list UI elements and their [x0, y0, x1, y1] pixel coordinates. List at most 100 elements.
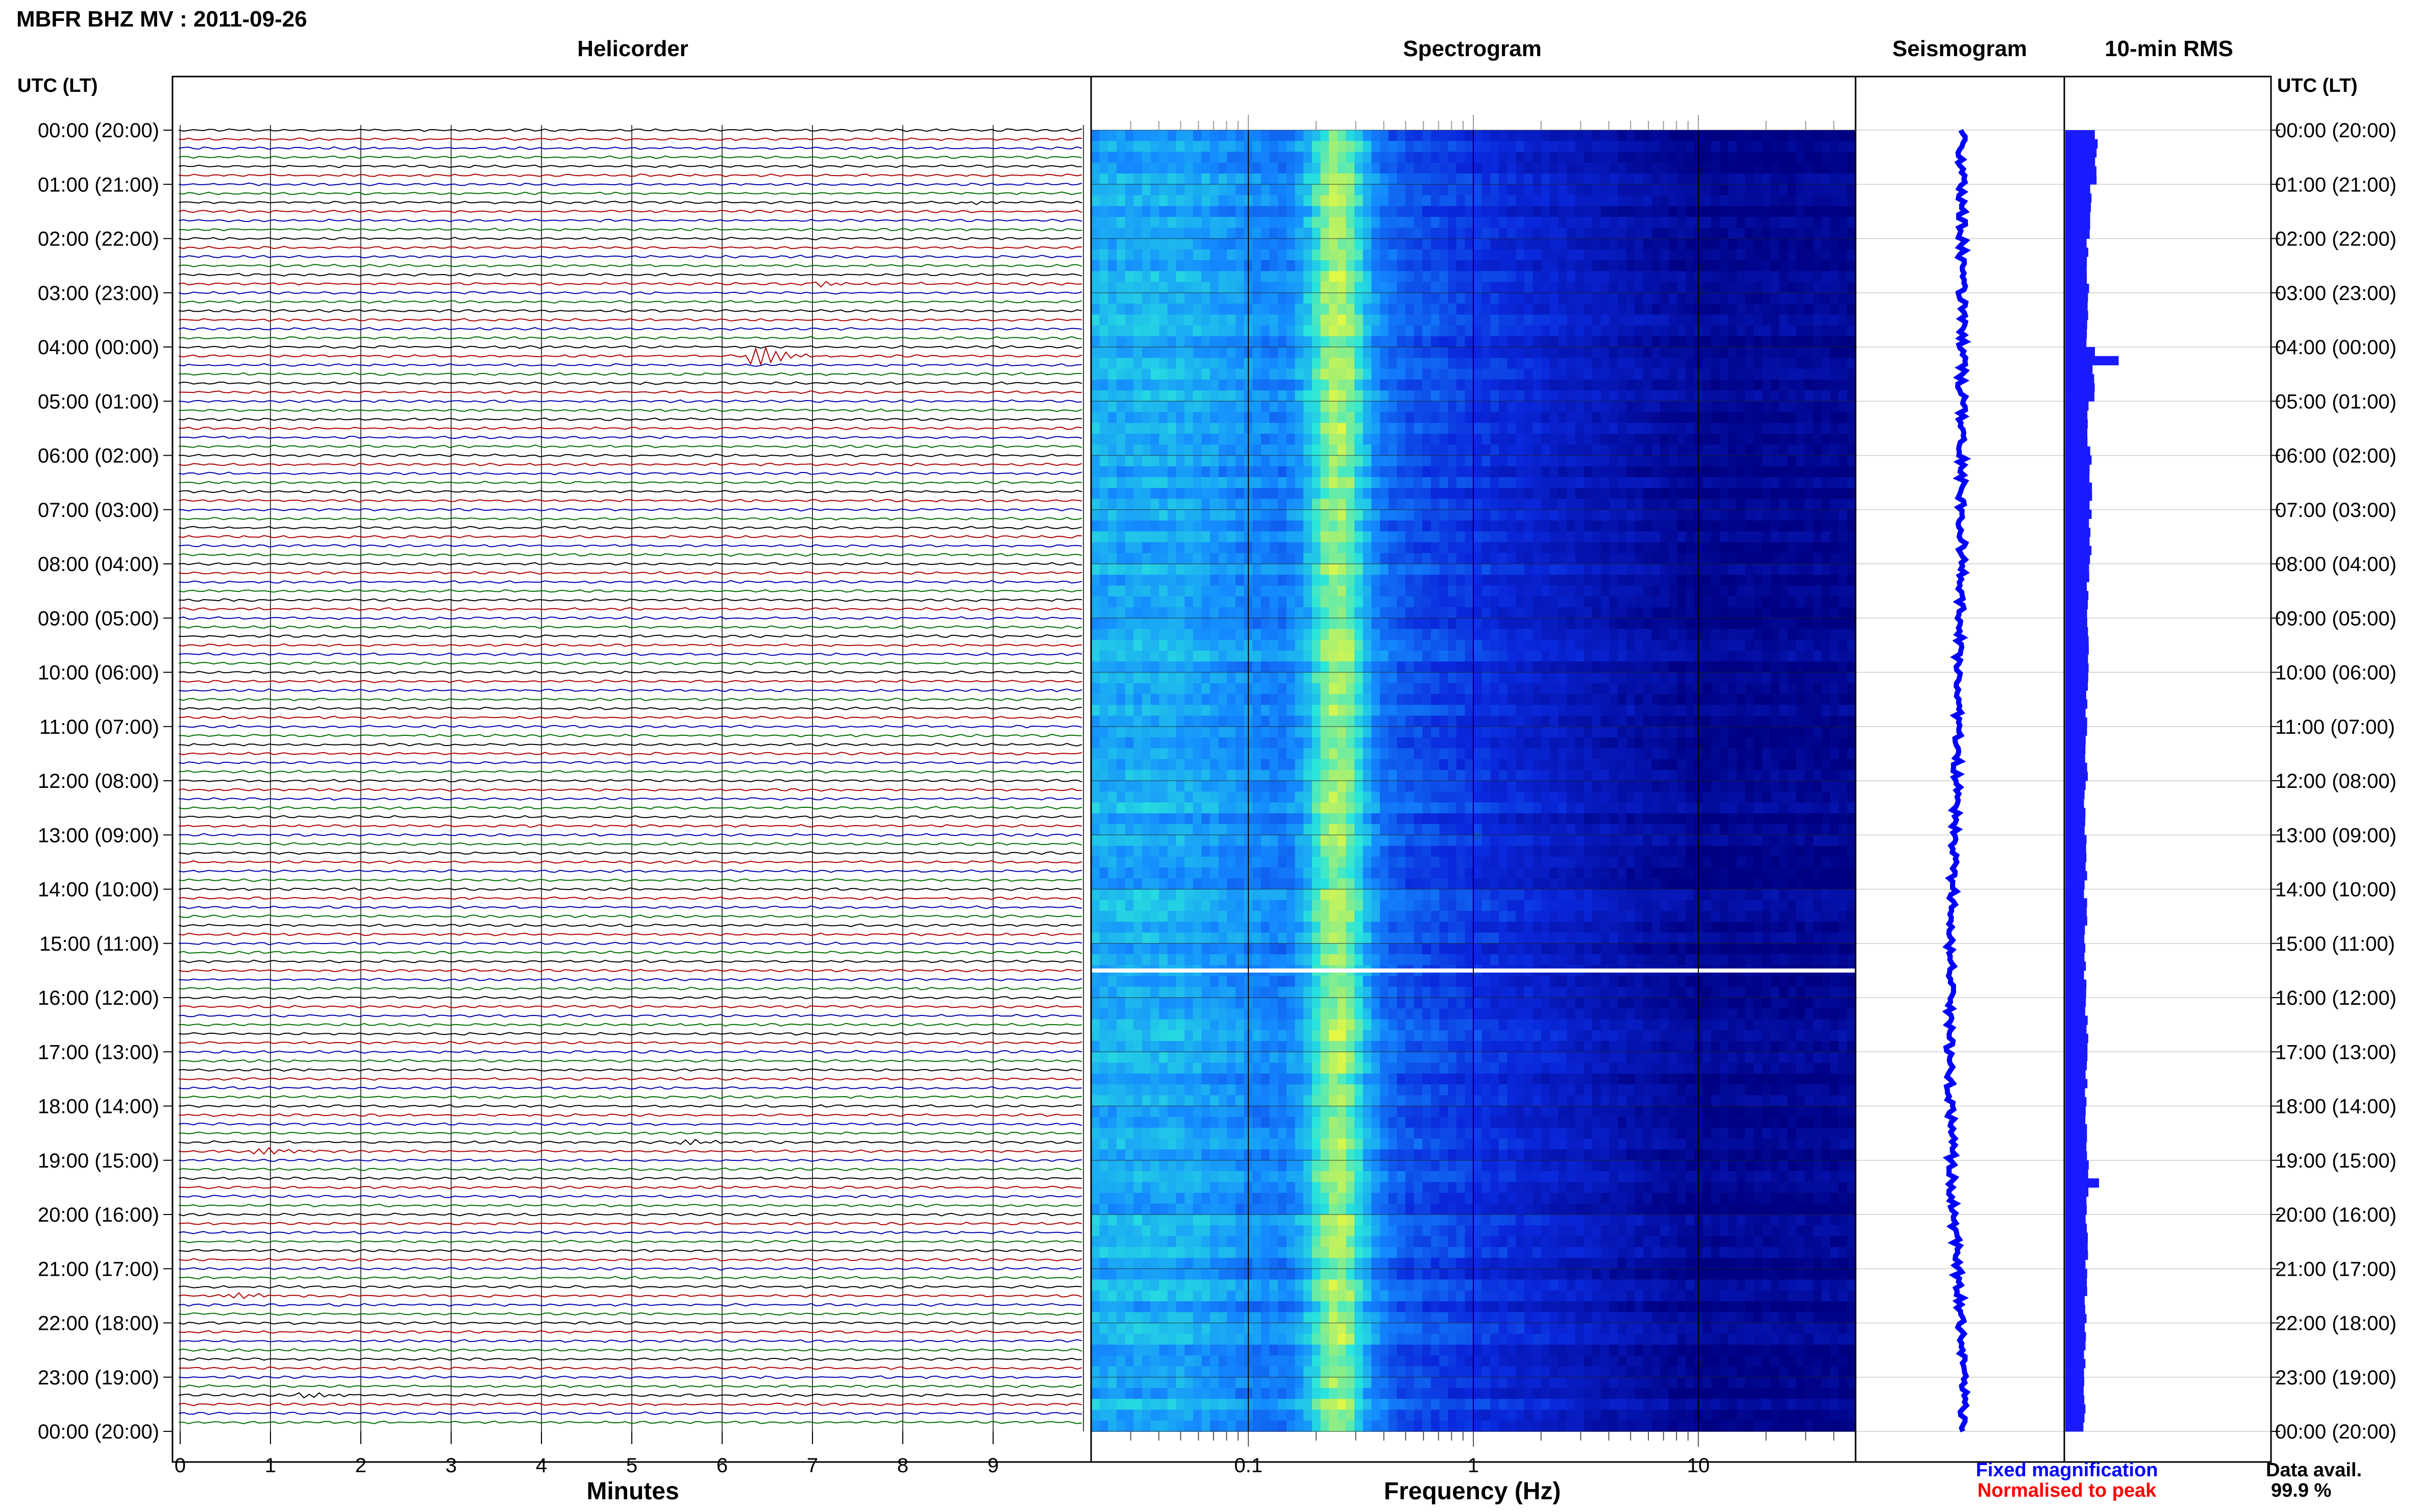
spectrogram-cell — [1719, 607, 1729, 618]
spectrogram-cell — [1635, 379, 1644, 391]
spectrogram-cell — [1549, 694, 1559, 705]
spectrogram-cell — [1805, 217, 1814, 228]
spectrogram-cell — [1405, 228, 1414, 239]
spectrogram-cell — [1159, 260, 1168, 271]
spectrogram-cell — [1584, 336, 1593, 348]
spectrogram-cell — [1516, 141, 1525, 153]
spectrogram-cell — [1516, 542, 1525, 554]
spectrogram-cell — [1533, 217, 1542, 228]
spectrogram-cell — [1286, 130, 1295, 141]
spectrogram-cell — [1592, 130, 1601, 141]
spectrogram-cell — [1320, 304, 1329, 315]
spectrogram-cell — [1838, 347, 1847, 358]
spectrogram-cell — [1609, 672, 1618, 684]
spectrogram-cell — [1737, 520, 1746, 532]
spectrogram-cell — [1337, 618, 1346, 630]
spectrogram-cell — [1218, 228, 1227, 239]
spectrogram-cell — [1779, 228, 1788, 239]
spectrogram-cell — [1099, 206, 1108, 217]
spectrogram-cell — [1405, 705, 1414, 716]
helicorder-trace — [178, 1276, 1082, 1280]
spectrogram-cell — [1668, 553, 1677, 564]
spectrogram-cell — [1227, 173, 1236, 185]
spectrogram-cell — [1490, 629, 1499, 640]
spectrogram-cell — [1379, 228, 1389, 239]
spectrogram-cell — [1201, 130, 1211, 141]
spectrogram-cell — [1329, 444, 1338, 456]
spectrogram-cell — [1618, 520, 1627, 532]
spectrogram-cell — [1549, 184, 1559, 196]
spectrogram-cell — [1116, 553, 1126, 564]
spectrogram-cell — [1465, 162, 1474, 174]
spectrogram-cell — [1533, 347, 1542, 358]
spectrogram-cell — [1821, 542, 1831, 554]
spectrogram-cell — [1813, 217, 1822, 228]
spectrogram-cell — [1719, 292, 1729, 304]
spectrogram-cell — [1805, 520, 1814, 532]
spectrogram-cell — [1516, 368, 1525, 380]
spectrogram-cell — [1210, 542, 1219, 554]
spectrogram-cell — [1754, 130, 1763, 141]
spectrogram-cell — [1329, 162, 1338, 174]
spectrogram-cell — [1847, 596, 1856, 608]
spectrogram-cell — [1167, 260, 1176, 271]
spectrogram-cell — [1533, 401, 1542, 413]
spectrogram-cell — [1295, 228, 1304, 239]
spectrogram-cell — [1142, 304, 1151, 315]
spectrogram-cell — [1261, 434, 1270, 445]
spectrogram-cell — [1295, 260, 1304, 271]
spectrogram-cell — [1303, 639, 1313, 651]
spectrogram-cell — [1312, 282, 1321, 293]
spectrogram-cell — [1779, 217, 1788, 228]
spectrogram-cell — [1227, 651, 1236, 662]
spectrogram-cell — [1252, 466, 1262, 478]
spectrogram-cell — [1686, 531, 1695, 543]
spectrogram-cell — [1430, 434, 1440, 445]
spectrogram-cell — [1660, 672, 1669, 684]
spectrogram-cell — [1549, 672, 1559, 684]
spectrogram-cell — [1805, 499, 1814, 510]
spectrogram-cell — [1142, 596, 1151, 608]
spectrogram-cell — [1516, 260, 1525, 271]
spectrogram-cell — [1099, 466, 1108, 478]
helicorder-trace — [178, 1230, 1082, 1235]
spectrogram-cell — [1346, 271, 1355, 283]
spectrogram-cell — [1600, 412, 1610, 424]
spectrogram-cell — [1125, 249, 1134, 261]
spectrogram-cell — [1133, 477, 1143, 488]
spectrogram-cell — [1371, 455, 1380, 467]
spectrogram-cell — [1269, 585, 1278, 597]
spectrogram-cell — [1414, 585, 1423, 597]
spectrogram-cell — [1286, 292, 1295, 304]
spectrogram-cell — [1524, 325, 1534, 337]
spectrogram-cell — [1397, 542, 1406, 554]
spectrogram-cell — [1465, 325, 1474, 337]
spectrogram-cell — [1762, 553, 1771, 564]
spectrogram-cell — [1320, 325, 1329, 337]
spectrogram-cell — [1754, 412, 1763, 424]
spectrogram-cell — [1635, 304, 1644, 315]
spectrogram-cell — [1167, 314, 1176, 326]
spectrogram-cell — [1456, 184, 1465, 196]
spectrogram-cell — [1465, 499, 1474, 510]
spectrogram-cell — [1422, 542, 1431, 554]
helicorder-trace — [178, 607, 1082, 611]
spectrogram-cell — [1549, 412, 1559, 424]
spectrogram-cell — [1091, 531, 1100, 543]
spectrogram-cell — [1295, 455, 1304, 467]
spectrogram-cell — [1388, 466, 1397, 478]
spectrogram-cell — [1584, 314, 1593, 326]
spectrogram-cell — [1702, 162, 1712, 174]
spectrogram-cell — [1218, 173, 1227, 185]
spectrogram-cell — [1668, 542, 1677, 554]
spectrogram-cell — [1388, 162, 1397, 174]
spectrogram-cell — [1439, 358, 1448, 369]
spectrogram-cell — [1549, 130, 1559, 141]
spectrogram-cell — [1405, 564, 1414, 575]
spectrogram-cell — [1184, 401, 1194, 413]
spectrogram-cell — [1295, 651, 1304, 662]
spectrogram-cell — [1329, 390, 1338, 402]
spectrogram-cell — [1473, 238, 1483, 250]
spectrogram-cell — [1278, 672, 1287, 684]
spectrogram-cell — [1125, 672, 1134, 684]
